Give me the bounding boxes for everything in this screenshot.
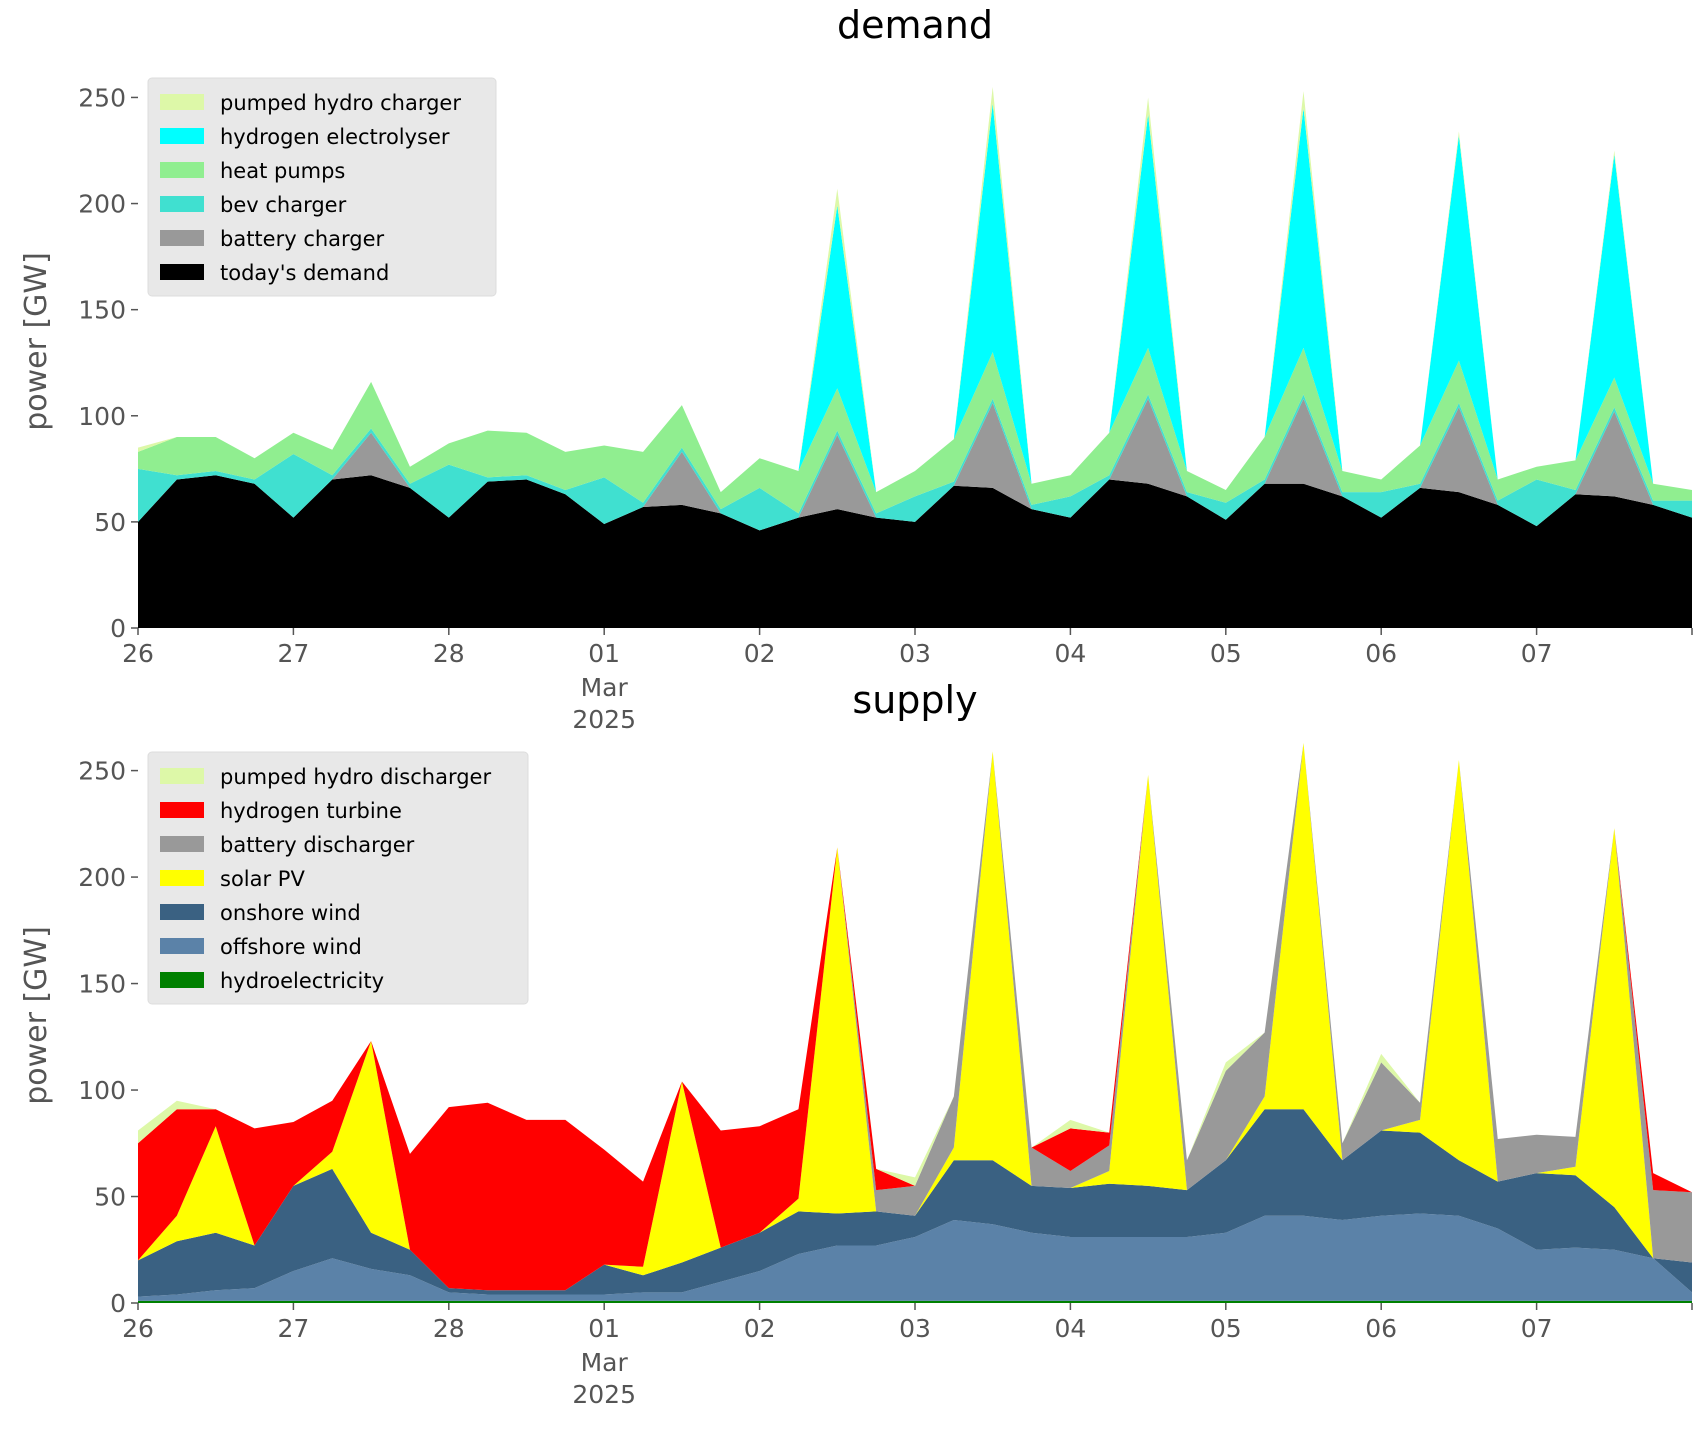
- x-tick-label: 03: [899, 1314, 931, 1343]
- y-axis: 0 50 100 150 200 250: [78, 83, 138, 643]
- area-bev-charger: [138, 394, 1692, 531]
- area-hydrogen-electrolyser: [138, 103, 1692, 493]
- legend-label-onshore-wind: onshore wind: [220, 901, 361, 925]
- legend-label-solar-pv: solar PV: [220, 867, 305, 891]
- y-tick-label: 200: [78, 863, 126, 892]
- x-tick-label: 26: [122, 639, 154, 668]
- legend-swatch-solar-pv: [160, 870, 204, 886]
- y-tick-label: 150: [78, 970, 126, 999]
- legend-label-pumped-hydro-discharger: pumped hydro discharger: [220, 765, 491, 789]
- y-tick-label: 250: [78, 83, 126, 112]
- legend-swatch-bev-charger: [160, 196, 204, 212]
- x-tick-label: 04: [1054, 1314, 1086, 1343]
- x-tick-label: 01: [588, 1314, 620, 1343]
- x-tick-label: 04: [1054, 639, 1086, 668]
- x-axis: 26 27 28 01 Mar 2025 02 03 04 05 06 07: [122, 628, 1693, 734]
- area-solar-pv: [138, 742, 1692, 1291]
- chart-title: supply: [852, 678, 977, 722]
- y-axis-label: power [GW]: [19, 926, 54, 1105]
- legend-swatch-offshore-wind: [160, 938, 204, 954]
- legend-swatch-pumped-hydro-charger: [160, 94, 204, 110]
- y-axis-label: power [GW]: [19, 252, 54, 431]
- area-offshore-wind: [138, 1213, 1692, 1301]
- x-tick-label: 03: [899, 639, 931, 668]
- legend-swatch-today-s-demand: [160, 264, 204, 280]
- legend-label-heat-pumps: heat pumps: [220, 159, 345, 183]
- x-tick-sublabel: Mar: [581, 1348, 629, 1377]
- legend: pumped hydro discharger hydrogen turbine b…: [147, 751, 529, 1005]
- x-tick-label: 02: [744, 1314, 776, 1343]
- area-today-s-demand: [138, 475, 1692, 628]
- x-tick-label: 28: [433, 1314, 465, 1343]
- legend-label-offshore-wind: offshore wind: [220, 935, 362, 959]
- y-tick-label: 100: [78, 402, 126, 431]
- area-hydrogen-turbine: [138, 742, 1692, 1291]
- legend-label-hydrogen-electrolyser: hydrogen electrolyser: [220, 125, 450, 149]
- legend-swatch-pumped-hydro-discharger: [160, 768, 204, 784]
- x-tick-label: 28: [433, 639, 465, 668]
- legend-box: [147, 77, 497, 297]
- legend-box: [147, 751, 529, 1005]
- chart-title: demand: [837, 3, 993, 47]
- legend-label-hydroelectricity: hydroelectricity: [220, 969, 384, 993]
- legend-label-battery-discharger: battery discharger: [220, 833, 415, 857]
- y-axis: 0 50 100 150 200 250: [78, 757, 138, 1318]
- x-tick-label: 07: [1521, 639, 1553, 668]
- x-tick-label: 27: [277, 639, 309, 668]
- y-tick-label: 0: [110, 1289, 126, 1318]
- area-onshore-wind: [138, 1109, 1692, 1297]
- y-tick-label: 100: [78, 1076, 126, 1105]
- area-battery-charger: [138, 398, 1692, 531]
- legend-label-today-s-demand: today's demand: [220, 261, 389, 285]
- x-tick-label: 26: [122, 1314, 154, 1343]
- x-tick-sublabel: 2025: [572, 1380, 636, 1409]
- area-layers: [138, 86, 1692, 628]
- area-layers: [138, 742, 1692, 1303]
- x-tick-label: 05: [1210, 1314, 1242, 1343]
- x-tick-label: 07: [1521, 1314, 1553, 1343]
- legend-swatch-onshore-wind: [160, 904, 204, 920]
- x-axis: 26 27 28 01 Mar 2025 02 03 04 05 06 07: [122, 1303, 1693, 1409]
- legend-swatch-hydrogen-electrolyser: [160, 128, 204, 144]
- y-tick-label: 50: [94, 1183, 126, 1212]
- y-tick-label: 150: [78, 296, 126, 325]
- y-tick-label: 200: [78, 190, 126, 219]
- legend-label-battery-charger: battery charger: [220, 227, 385, 251]
- legend-label-pumped-hydro-charger: pumped hydro charger: [220, 91, 461, 115]
- x-tick-label: 06: [1365, 639, 1397, 668]
- legend-swatch-battery-charger: [160, 230, 204, 246]
- x-tick-sublabel: Mar: [581, 673, 629, 702]
- legend-swatch-hydrogen-turbine: [160, 802, 204, 818]
- legend-swatch-heat-pumps: [160, 162, 204, 178]
- legend-label-hydrogen-turbine: hydrogen turbine: [220, 799, 402, 823]
- y-tick-label: 0: [110, 614, 126, 643]
- x-tick-label: 02: [744, 639, 776, 668]
- area-heat-pumps: [138, 347, 1692, 514]
- x-tick-sublabel: 2025: [572, 705, 636, 734]
- y-tick-label: 250: [78, 757, 126, 786]
- legend-label-bev-charger: bev charger: [220, 193, 347, 217]
- legend-swatch-battery-discharger: [160, 836, 204, 852]
- legend-swatch-hydroelectricity: [160, 972, 204, 988]
- x-tick-label: 27: [277, 1314, 309, 1343]
- x-tick-label: 05: [1210, 639, 1242, 668]
- legend: pumped hydro charger hydrogen electrolyse…: [147, 77, 497, 297]
- x-tick-label: 01: [588, 639, 620, 668]
- area-hydroelectricity: [138, 1300, 1692, 1303]
- y-tick-label: 50: [94, 508, 126, 537]
- x-tick-label: 06: [1365, 1314, 1397, 1343]
